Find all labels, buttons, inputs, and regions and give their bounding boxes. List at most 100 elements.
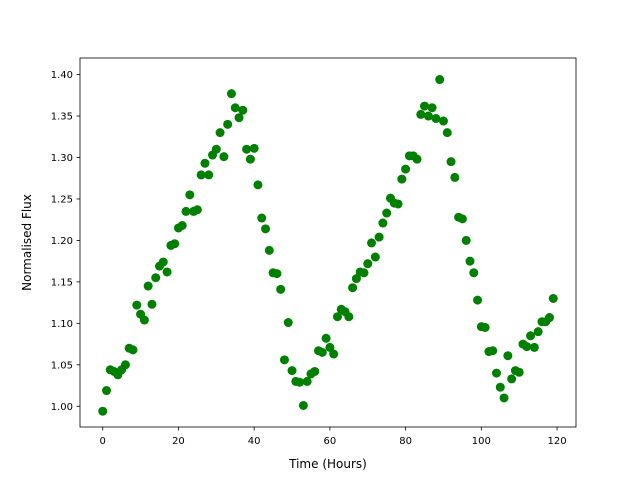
data-point bbox=[507, 374, 517, 384]
data-point bbox=[253, 180, 263, 190]
data-point bbox=[495, 382, 505, 392]
data-point bbox=[416, 109, 426, 119]
x-tick-label: 60 bbox=[324, 436, 337, 447]
data-point bbox=[245, 154, 255, 164]
data-point bbox=[427, 103, 437, 113]
data-point bbox=[359, 268, 369, 278]
data-point bbox=[329, 349, 339, 359]
data-point bbox=[321, 333, 331, 343]
y-tick-label: 1.30 bbox=[51, 153, 73, 164]
data-point bbox=[276, 284, 286, 294]
data-point bbox=[287, 366, 297, 376]
data-point bbox=[279, 355, 289, 365]
data-point bbox=[249, 143, 259, 153]
data-point bbox=[469, 268, 479, 278]
data-point bbox=[363, 259, 373, 269]
x-tick-label: 20 bbox=[172, 436, 185, 447]
data-point bbox=[200, 158, 210, 168]
data-point bbox=[177, 221, 187, 230]
data-point bbox=[230, 103, 240, 113]
data-point bbox=[503, 351, 513, 361]
data-point bbox=[533, 327, 543, 337]
data-point bbox=[435, 75, 445, 85]
data-point bbox=[332, 312, 342, 322]
plot-frame bbox=[79, 57, 577, 428]
data-point bbox=[480, 322, 490, 332]
data-point bbox=[450, 172, 460, 182]
data-point bbox=[367, 238, 377, 248]
data-point bbox=[491, 368, 501, 378]
data-point bbox=[548, 293, 558, 303]
data-point bbox=[529, 342, 539, 352]
data-point bbox=[120, 360, 130, 370]
data-point bbox=[242, 144, 252, 154]
data-point bbox=[420, 101, 430, 111]
data-point bbox=[526, 331, 536, 341]
y-tick-label: 1.10 bbox=[51, 319, 73, 330]
y-tick-label: 1.25 bbox=[51, 195, 73, 206]
y-tick-label: 1.05 bbox=[51, 360, 73, 371]
data-point bbox=[370, 252, 380, 262]
data-point bbox=[158, 257, 168, 267]
data-point bbox=[317, 347, 327, 357]
y-axis-label: Normalised Flux bbox=[20, 194, 34, 291]
data-point bbox=[446, 157, 456, 167]
data-point bbox=[215, 128, 225, 138]
data-point bbox=[226, 89, 236, 99]
data-point bbox=[128, 345, 138, 355]
data-point bbox=[545, 313, 554, 323]
data-points bbox=[98, 75, 558, 416]
data-point bbox=[151, 273, 161, 283]
data-point bbox=[261, 224, 271, 234]
data-point bbox=[465, 256, 475, 266]
data-point bbox=[499, 393, 509, 403]
data-point bbox=[461, 235, 471, 245]
data-point bbox=[351, 274, 361, 284]
y-tick-label: 1.20 bbox=[51, 236, 73, 247]
data-point bbox=[132, 300, 142, 310]
data-point bbox=[170, 239, 180, 249]
data-point bbox=[192, 205, 202, 215]
data-point bbox=[397, 174, 407, 184]
data-point bbox=[257, 213, 267, 223]
x-tick-label: 0 bbox=[100, 436, 106, 447]
data-point bbox=[374, 232, 384, 242]
data-point bbox=[283, 318, 293, 328]
data-point bbox=[401, 164, 411, 174]
data-point bbox=[488, 346, 498, 356]
data-point bbox=[181, 206, 191, 216]
data-point bbox=[378, 218, 388, 228]
y-tick-label: 1.15 bbox=[51, 277, 73, 288]
x-tick-label: 40 bbox=[248, 436, 261, 447]
x-axis-label: Time (Hours) bbox=[288, 457, 367, 471]
x-tick-label: 80 bbox=[399, 436, 412, 447]
data-point bbox=[325, 342, 335, 352]
data-point bbox=[344, 312, 354, 322]
data-point bbox=[102, 386, 111, 396]
data-point bbox=[196, 170, 206, 180]
data-point bbox=[139, 315, 149, 325]
data-point bbox=[302, 376, 312, 386]
data-point bbox=[438, 116, 448, 126]
data-point bbox=[457, 214, 467, 224]
data-point bbox=[211, 144, 221, 154]
data-point bbox=[185, 190, 195, 200]
data-point bbox=[295, 377, 305, 387]
data-point bbox=[272, 269, 282, 279]
data-point bbox=[382, 208, 392, 218]
x-tick-label: 120 bbox=[548, 436, 567, 447]
data-point bbox=[162, 267, 172, 277]
data-point bbox=[223, 119, 233, 129]
data-point bbox=[348, 283, 358, 293]
y-axis-ticks: 1.00 1.05 1.10 1.15 1.20 1.25 1.30 1.35 1.40 bbox=[51, 70, 80, 413]
y-tick-label: 1.35 bbox=[51, 112, 73, 123]
data-point bbox=[234, 113, 244, 123]
data-point bbox=[393, 199, 403, 209]
data-point bbox=[514, 367, 524, 377]
data-point bbox=[143, 281, 153, 291]
data-point bbox=[473, 295, 483, 305]
data-point bbox=[219, 152, 229, 162]
y-tick-label: 1.00 bbox=[51, 402, 73, 413]
